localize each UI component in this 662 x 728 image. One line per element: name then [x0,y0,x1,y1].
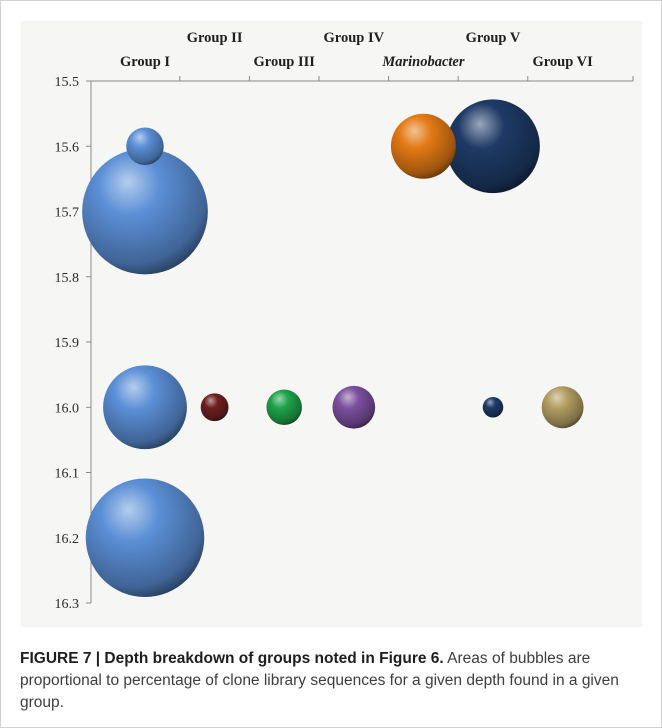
figure-caption: FIGURE 7 | Depth breakdown of groups not… [20,648,641,714]
y-tick-label: 16.3 [55,597,80,612]
bubble-layer [82,99,584,598]
y-tick-label: 15.8 [55,271,80,286]
y-tick-label: 15.6 [55,140,80,155]
group-label-group-iii: Group III [254,54,316,70]
caption-text: Areas of bubbles are proportional to per… [20,650,619,711]
caption-label: FIGURE 7 | Depth breakdown of groups not… [20,650,380,667]
bubble-chart: 15.5 15.6 15.7 15.8 15.9 16.0 16.1 16.2 16.3 Gro… [55,30,634,612]
bubble-group-v-15-6 [446,99,540,194]
bubble-group-v-16 [482,396,504,418]
y-tick-label: 15.7 [55,206,80,221]
group-label-marinobacter: Marinobacter [381,54,465,70]
y-tick-label: 16.2 [55,532,80,547]
group-label-group-vi: Group VI [532,54,593,70]
group-label-group-ii: Group II [187,30,243,46]
bubble-group-i-16-2 [85,478,205,598]
plot-panel: 15.5 15.6 15.7 15.8 15.9 16.0 16.1 16.2 16.3 Gro… [21,21,642,627]
caption-period: . [439,650,444,667]
bubble-group-i-15-7 [82,148,208,275]
caption-figure-ref[interactable]: Figure 6 [379,650,440,667]
bubble-marinobacter-15-6 [390,113,456,179]
bubble-group-i-15-6 [126,127,164,165]
bubble-group-i-16 [103,365,187,450]
group-label-group-v: Group V [466,30,521,46]
group-label-layer: Group I Group II Group III Group IV Marinoba… [120,30,593,70]
y-tick-label: 16.1 [55,467,80,482]
bubble-group-iii-16 [266,389,302,426]
y-tick-label: 16.0 [55,401,80,416]
group-label-group-i: Group I [120,54,170,70]
bubble-group-iv-16 [332,385,376,429]
bubble-group-ii-16 [200,393,229,422]
y-tick-label: 15.5 [55,75,80,90]
axis-layer: 15.5 15.6 15.7 15.8 15.9 16.0 16.1 16.2 16.3 [55,75,634,612]
group-label-group-iv: Group IV [324,30,385,46]
bubble-group-vi-16 [541,386,584,429]
y-tick-label: 15.9 [55,336,80,351]
